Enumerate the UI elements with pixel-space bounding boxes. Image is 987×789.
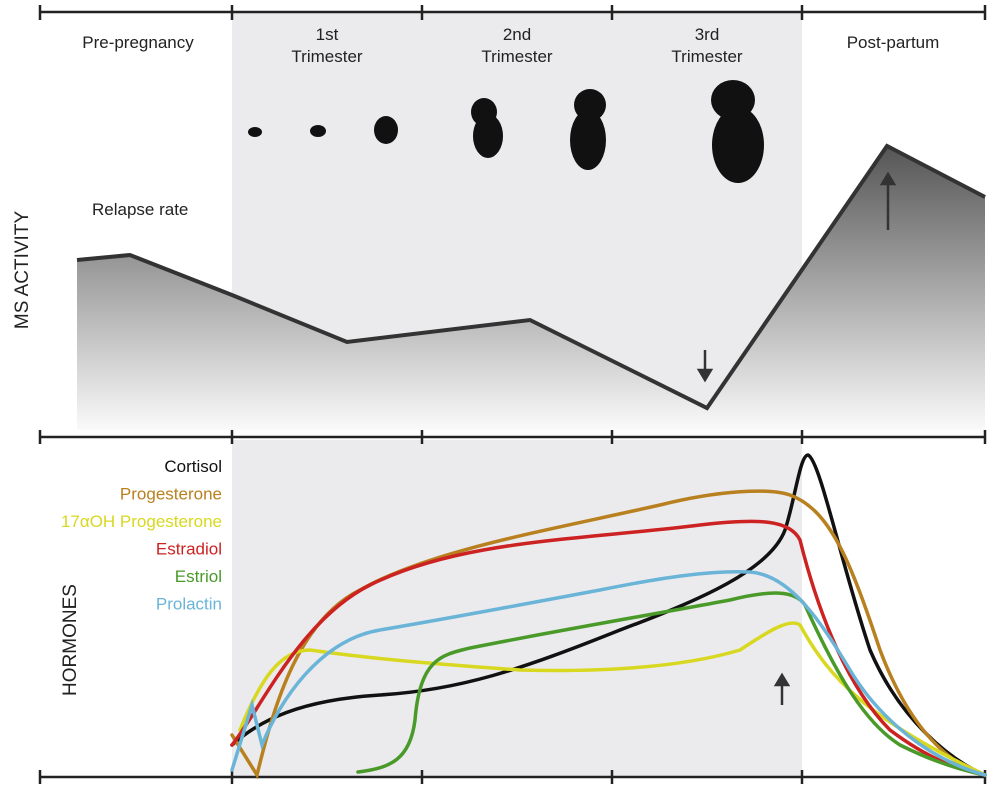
figure: Pre-pregnancy 1st Trimester 2nd Trimeste… [0, 0, 987, 789]
phase-label: Trimester [481, 47, 552, 66]
phase-label: Trimester [671, 47, 742, 66]
curve-label: Relapse rate [92, 200, 188, 219]
legend-entry: Prolactin [156, 595, 222, 614]
phase-label: Trimester [291, 47, 362, 66]
pregnancy-band [232, 440, 802, 777]
legend-entry: 17αOH Progesterone [61, 512, 222, 531]
axis-label: HORMONES [60, 584, 81, 696]
legend-entry: Estriol [175, 567, 222, 586]
legend-entry: Cortisol [164, 457, 222, 476]
phase-label: 1st [316, 25, 339, 44]
phase-label: 3rd [695, 25, 720, 44]
legend-entry: Progesterone [120, 485, 222, 504]
legend: Cortisol Progesterone 17αOH Progesterone Es… [61, 457, 222, 614]
axis-label: MS ACTIVITY [12, 211, 33, 330]
phase-label: Post-partum [847, 33, 940, 52]
phase-label: 2nd [503, 25, 531, 44]
legend-entry: Estradiol [156, 540, 222, 559]
phase-label: Pre-pregnancy [82, 33, 194, 52]
